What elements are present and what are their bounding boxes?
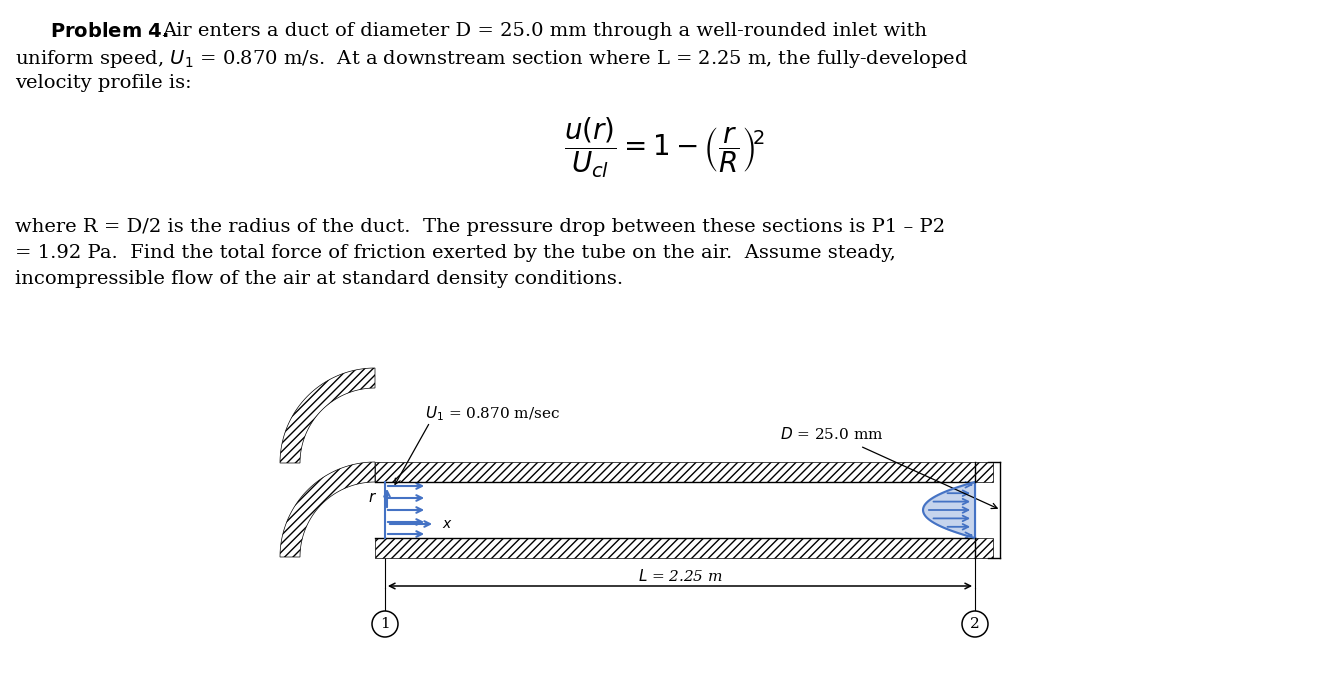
Text: 2: 2 — [970, 617, 980, 631]
Text: $r$: $r$ — [368, 491, 378, 505]
Text: $D$ = 25.0 mm: $D$ = 25.0 mm — [779, 426, 883, 442]
Circle shape — [372, 611, 398, 637]
Bar — [375, 462, 975, 482]
Text: 1: 1 — [380, 617, 390, 631]
Text: where R = D/2 is the radius of the duct.  The pressure drop between these sectio: where R = D/2 is the radius of the duct.… — [15, 218, 946, 236]
Text: velocity profile is:: velocity profile is: — [15, 74, 192, 92]
Polygon shape — [281, 368, 375, 463]
Text: Air enters a duct of diameter D = 25.0 mm through a well-rounded inlet with: Air enters a duct of diameter D = 25.0 m… — [162, 22, 927, 40]
Polygon shape — [281, 462, 375, 557]
Text: $x$: $x$ — [442, 517, 452, 531]
Text: $U_1$ = 0.870 m/sec: $U_1$ = 0.870 m/sec — [426, 405, 560, 423]
Text: $\mathbf{Problem\ 4.}$: $\mathbf{Problem\ 4.}$ — [51, 22, 169, 41]
Bar — [375, 538, 975, 558]
Circle shape — [962, 611, 988, 637]
Bar — [975, 462, 994, 482]
Text: $\dfrac{u(r)}{U_{cl}} = 1 - \left(\dfrac{r}{R}\right)^{\!2}$: $\dfrac{u(r)}{U_{cl}} = 1 - \left(\dfrac… — [564, 116, 766, 181]
Text: $L$ = 2.25 m: $L$ = 2.25 m — [637, 568, 722, 584]
Text: = 1.92 Pa.  Find the total force of friction exerted by the tube on the air.  As: = 1.92 Pa. Find the total force of frict… — [15, 244, 895, 262]
Bar — [975, 538, 994, 558]
Text: incompressible flow of the air at standard density conditions.: incompressible flow of the air at standa… — [15, 270, 624, 288]
Bar — [375, 482, 975, 538]
Text: uniform speed, $U_1$ = 0.870 m/s.  At a downstream section where L = 2.25 m, the: uniform speed, $U_1$ = 0.870 m/s. At a d… — [15, 48, 968, 70]
